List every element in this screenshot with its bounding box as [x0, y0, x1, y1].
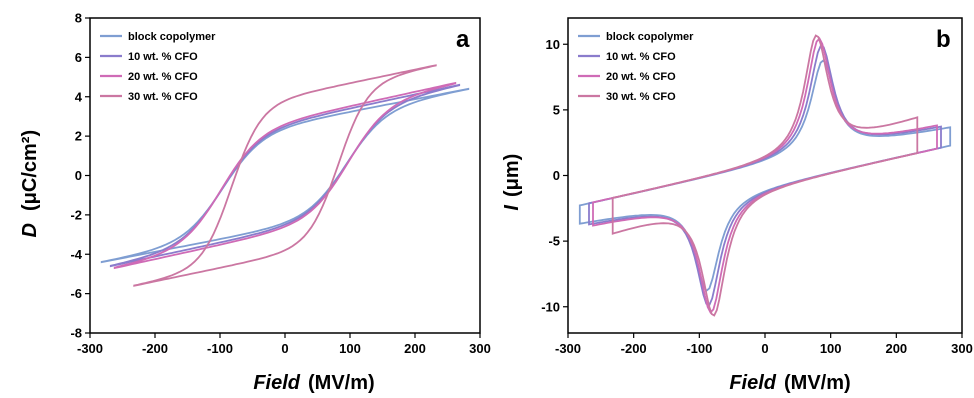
panel-a-frame [89, 17, 481, 334]
panel-a-ytick-label: -8 [70, 326, 82, 341]
panel-b-legend-label: 30 wt. % CFO [606, 91, 676, 103]
panel-b-xtick-label: 200 [885, 341, 907, 356]
panel-b-curves [578, 34, 952, 317]
panel-a-xtick-label: 0 [281, 341, 288, 356]
panel-a-ytick-label: -4 [70, 247, 82, 262]
panel-b-xtick-label: 0 [761, 341, 768, 356]
panel-b-xlabel-unit: (MV/m) [784, 372, 851, 394]
panel-a-xtick-label: 200 [404, 341, 426, 356]
panel-b-legend: block copolymer 10 wt. % CFO 20 wt. % CFO 3… [578, 31, 694, 103]
panel-a-series-line [100, 87, 470, 264]
panel-b-ylabel: I [501, 205, 523, 211]
panel-b-ytick-label: -10 [541, 299, 560, 314]
panel-b-xtick-label: 100 [820, 341, 842, 356]
panel-b-xtick-label: -300 [555, 341, 581, 356]
panel-a-xtick-label: 100 [339, 341, 361, 356]
panel-a-xlabel-unit: (MV/m) [308, 372, 375, 394]
panel-a-legend-label: 20 wt. % CFO [128, 71, 198, 83]
panel-a-ytick-label: 0 [75, 168, 82, 183]
panel-b-ytick-label: -5 [548, 234, 560, 249]
panel-b-series-line [588, 44, 942, 307]
panel-a-legend: block copolymer 10 wt. % CFO 20 wt. % CFO 3… [100, 31, 216, 103]
panel-b-series-line [611, 34, 919, 317]
panel-a-series-line [133, 64, 437, 287]
panel-b-legend-label: 10 wt. % CFO [606, 51, 676, 63]
panel-b-ylabel-group: I (μm) [501, 154, 523, 211]
panel-a-ylabel: D [19, 223, 41, 237]
panel-a-ytick-label: 4 [75, 89, 83, 104]
panel-a-legend-label: 10 wt. % CFO [128, 51, 198, 63]
panel-a-ytick-label: 2 [75, 129, 82, 144]
panel-a-ticks: -300 -200 -100 0 100 200 300 -8 -6 -4 -2 0 2 4 6 8 [70, 11, 490, 357]
panel-a-legend-label: 30 wt. % CFO [128, 91, 198, 103]
panel-a-ytick-label: 8 [75, 11, 82, 26]
panel-b-ytick-label: 10 [546, 37, 560, 52]
panel-b-legend-label: 20 wt. % CFO [606, 71, 676, 83]
panel-a-ylabel-group: D (μC/cm²) [19, 130, 41, 238]
panel-a-legend-label: block copolymer [128, 31, 216, 43]
panel-a-xtick-label: -100 [207, 341, 233, 356]
panel-b-ytick-label: 0 [553, 168, 560, 183]
panel-a-curves [100, 64, 470, 287]
panel-a-letter: a [456, 26, 470, 53]
panel-a-ytick-label: -2 [70, 207, 82, 222]
panel-a-xlabel: Field [253, 372, 300, 394]
panel-a-ytick-label: 6 [75, 50, 82, 65]
panel-a-hysteresis: -300 -200 -100 0 100 200 300 -8 -6 -4 -2 0 2 4 6 8 a Fi… [19, 11, 491, 395]
panel-b-xlabel: Field [729, 372, 776, 394]
panel-a-ytick-label: -6 [70, 286, 82, 301]
panel-b-letter: b [936, 26, 951, 53]
panel-b-frame [567, 17, 963, 334]
panel-a-xtick-label: -300 [77, 341, 103, 356]
panel-b-legend-label: block copolymer [606, 31, 694, 43]
panel-a-series-line [113, 81, 457, 270]
panel-b-xtick-label: 300 [951, 341, 973, 356]
panel-b-xtick-label: -200 [621, 341, 647, 356]
panel-a-xtick-label: -200 [142, 341, 168, 356]
panel-b-xtick-label: -100 [686, 341, 712, 356]
panel-a-series-line [109, 83, 461, 268]
panel-a-xtick-label: 300 [469, 341, 491, 356]
panel-a-ylabel-unit: (μC/cm²) [19, 130, 41, 211]
panel-b-ylabel-unit: (μm) [501, 154, 523, 197]
panel-b-ytick-label: 5 [553, 102, 560, 117]
panel-b-ticks: -300 -200 -100 0 100 200 300 -10 -5 0 5 10 [541, 37, 973, 356]
